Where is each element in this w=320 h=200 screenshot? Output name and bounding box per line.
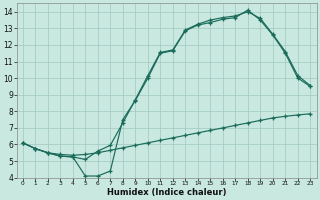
X-axis label: Humidex (Indice chaleur): Humidex (Indice chaleur) [107,188,226,197]
